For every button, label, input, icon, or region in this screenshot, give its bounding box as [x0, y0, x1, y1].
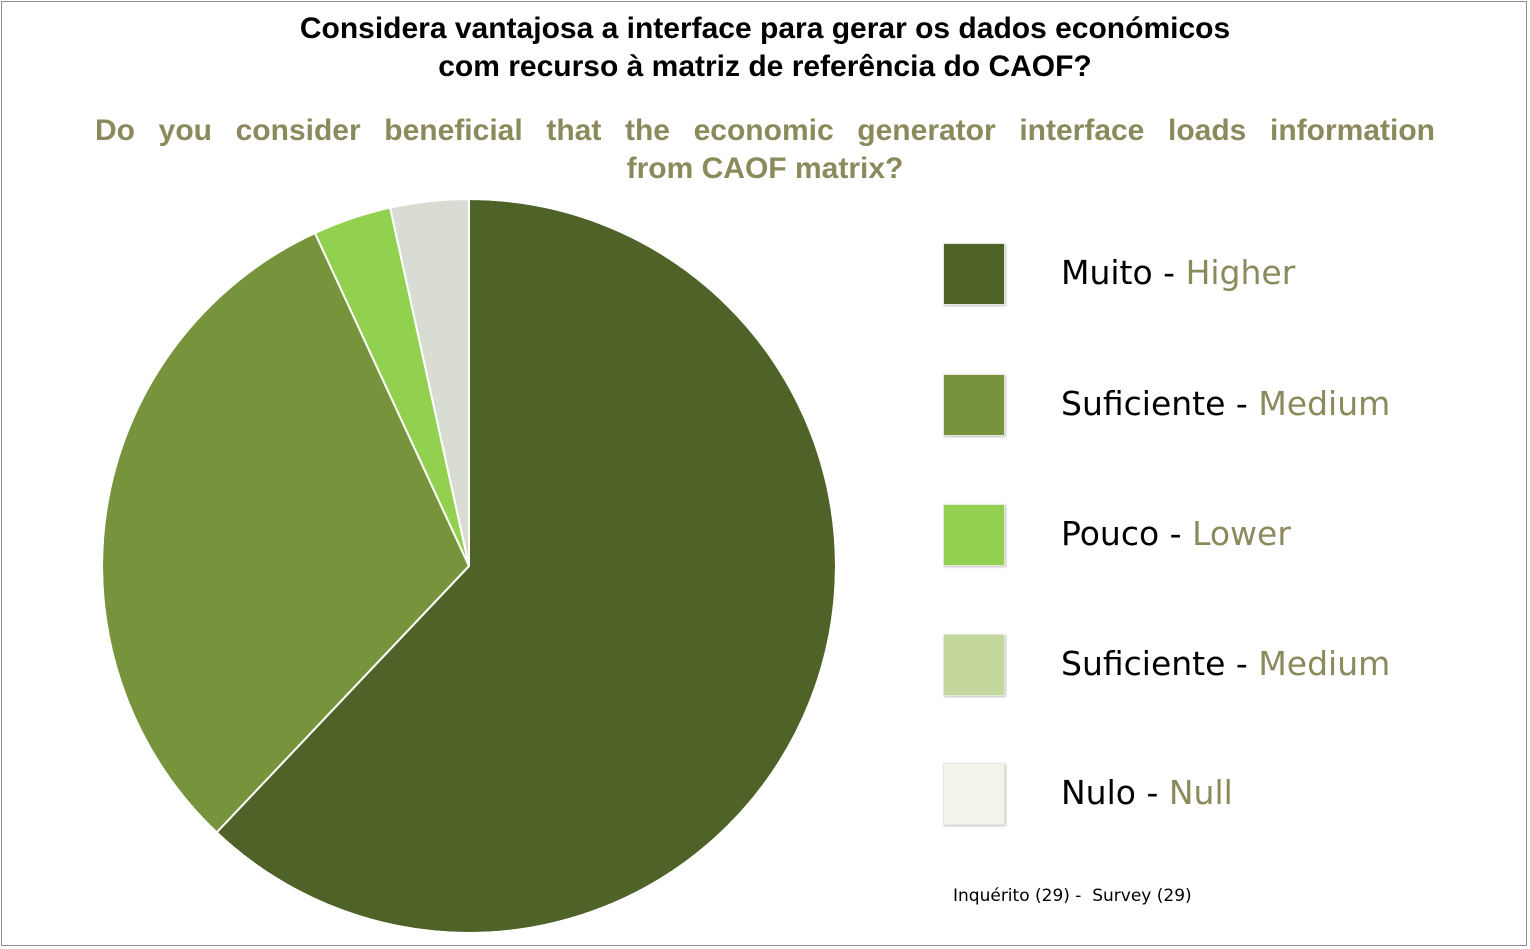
legend-label-separator: -: [1152, 253, 1186, 292]
legend-label-separator: -: [1135, 773, 1169, 812]
legend-label-nulo: Nulo - Null: [1061, 771, 1233, 815]
chart-title-line-1: Considera vantajosa a interface para ger…: [299, 12, 1231, 45]
legend-label-muito: Muito - Higher: [1061, 251, 1295, 295]
legend-item-pouco: Pouco - Lower: [943, 504, 1503, 568]
legend-label-pt: Nulo: [1061, 773, 1136, 812]
chart-subtitle-line-2: from CAOF matrix?: [626, 152, 904, 185]
survey-footnote: Inquérito (29) - Survey (29): [953, 886, 1192, 906]
legend-label-en: Medium: [1258, 644, 1391, 683]
legend-label-separator: -: [1159, 514, 1193, 553]
legend-item-muito: Muito - Higher: [943, 243, 1503, 307]
legend-swatch-nulo: [943, 763, 1005, 825]
legend-label-pt: Suficiente: [1061, 644, 1226, 683]
legend-label-separator: -: [1225, 644, 1259, 683]
legend-label-separator: -: [1225, 384, 1259, 423]
chart-legend: Muito - Higher Suficiente - Medium Pouco…: [943, 243, 1503, 843]
pie-outline: [101, 198, 837, 934]
legend-label-en: Medium: [1258, 384, 1391, 423]
legend-swatch-suficiente: [943, 374, 1005, 436]
chart-title-line-2: com recurso à matriz de referência do CA…: [438, 50, 1092, 83]
chart-subtitle-line-1: Do you consider beneficial that the econ…: [95, 114, 1435, 147]
legend-label-en: Null: [1168, 773, 1233, 812]
legend-swatch-muito: [943, 243, 1005, 305]
legend-label-en: Lower: [1192, 514, 1291, 553]
legend-item-suficiente-2: Suficiente - Medium: [943, 634, 1503, 698]
legend-label-en: Higher: [1185, 253, 1296, 292]
legend-label-pt: Muito: [1061, 253, 1153, 292]
legend-label-suficiente: Suficiente - Medium: [1061, 382, 1390, 426]
legend-swatch-suficiente-2: [943, 634, 1005, 696]
chart-title: Considera vantajosa a interface para ger…: [0, 10, 1530, 86]
legend-label-pouco: Pouco - Lower: [1061, 512, 1291, 556]
legend-label-pt: Pouco: [1061, 514, 1160, 553]
legend-swatch-pouco: [943, 504, 1005, 566]
legend-item-nulo: Nulo - Null: [943, 763, 1503, 827]
legend-label-suficiente-2: Suficiente - Medium: [1061, 642, 1390, 686]
chart-subtitle: Do you consider beneficial that the econ…: [95, 112, 1435, 188]
legend-label-pt: Suficiente: [1061, 384, 1226, 423]
legend-item-suficiente: Suficiente - Medium: [943, 374, 1503, 438]
